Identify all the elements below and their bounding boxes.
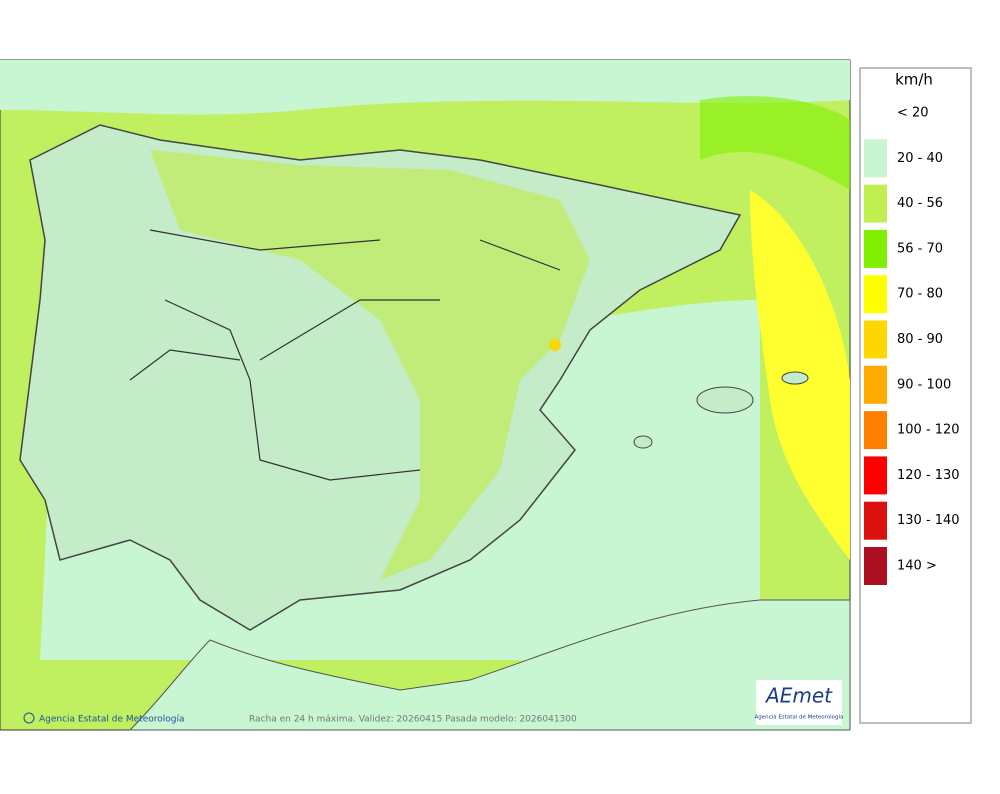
legend-swatch [864,411,887,450]
legend-label: 90 - 100 [897,377,951,392]
legend-swatch [864,184,887,223]
logo-box [756,680,842,725]
logo-subtitle: Agencia Estatal de Meteorología [755,714,844,721]
map: Agencia Estatal de Meteorología Racha en… [0,59,851,731]
legend-label: 120 - 130 [897,468,960,483]
legend-swatch [864,547,887,585]
legend-label: 130 - 140 [897,513,960,528]
windy-area [549,339,561,351]
legend-swatch [864,501,887,540]
credit: Agencia Estatal de Meteorología [39,715,185,725]
island [781,371,809,385]
logo: AEmet [764,684,833,708]
windy-area [150,150,590,580]
legend-swatch [864,365,887,404]
legend-label: 140 > [897,559,937,574]
windy-area [700,96,850,190]
legend-swatch [864,275,887,314]
legend-label: 20 - 40 [897,151,943,166]
island [696,386,754,414]
africa-coast [128,599,851,731]
legend: km/h < 20 20 - 40 40 - 56 56 - 70 70 - 80 80 … [859,67,972,724]
legend-swatch [864,229,887,268]
legend-label: 100 - 120 [897,423,960,438]
island [633,435,653,449]
legend-label: 70 - 80 [897,287,943,302]
legend-swatch [864,139,887,178]
copyright-icon [23,712,35,724]
legend-swatch [864,320,887,359]
legend-swatch [864,456,887,495]
legend-label: 40 - 56 [897,196,943,211]
legend-label: < 20 [897,106,929,121]
legend-label: 56 - 70 [897,241,943,256]
sea-area [0,60,850,115]
caption: Racha en 24 h máxima. Validez: 20260415 … [249,715,577,725]
legend-label: 80 - 90 [897,332,943,347]
region-border [129,229,561,481]
legend-title: km/h [895,71,933,89]
